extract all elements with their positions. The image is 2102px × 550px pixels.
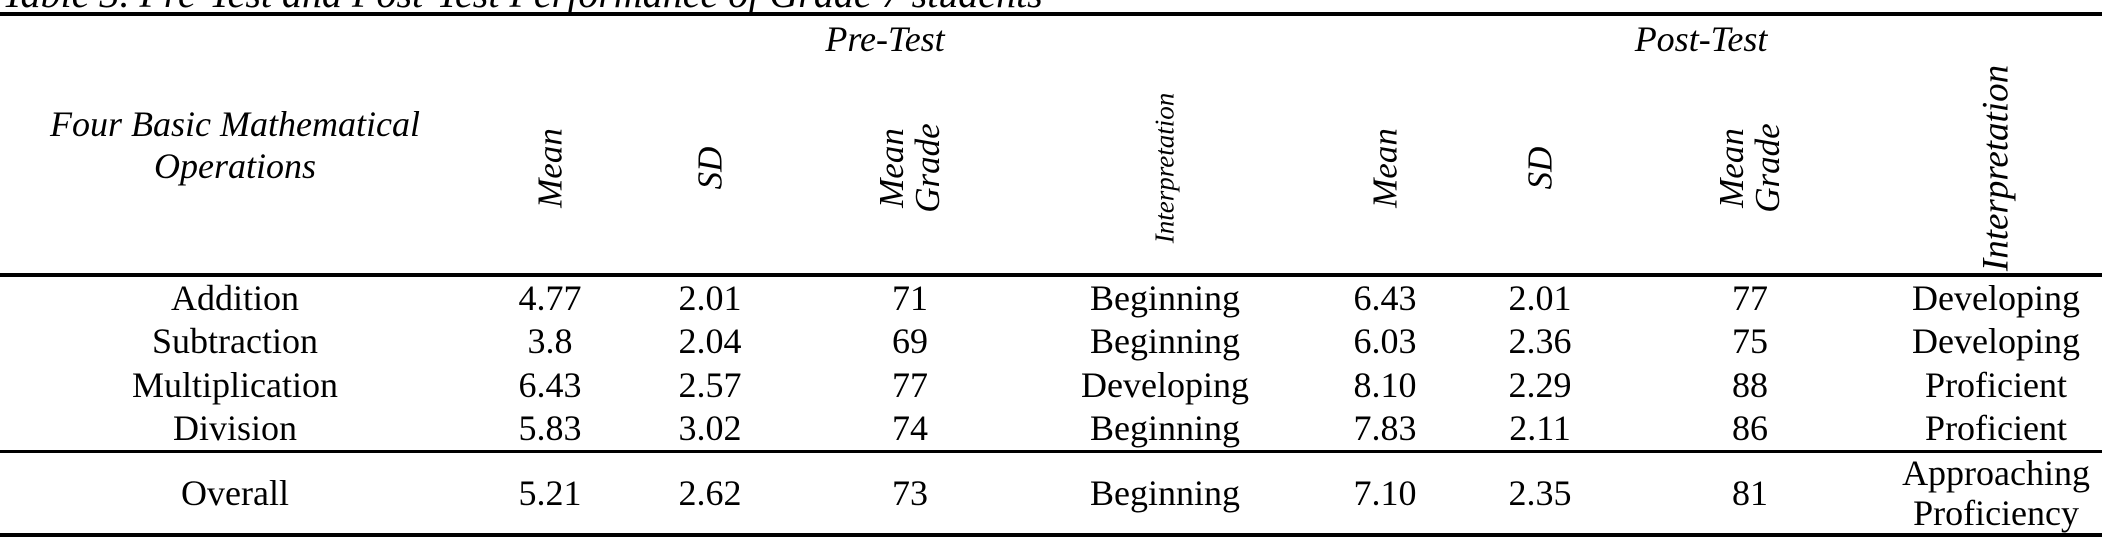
pre-mean-grade-cell: 71: [892, 278, 928, 318]
post-mean-cell: 6.03: [1353, 321, 1417, 361]
pre-interpretation-cell: Beginning: [1090, 472, 1241, 513]
pre-mean-cell: 4.77: [518, 278, 582, 318]
post-interpretation-cell: Developing: [1912, 321, 2081, 361]
pre-mean-cell: 6.43: [518, 365, 582, 405]
pre-mean-grade-label: Mean Grade: [872, 122, 947, 213]
post-mean-grade-cell: 88: [1732, 365, 1769, 405]
col-header-pre-mean: Mean: [470, 62, 630, 275]
performance-table: Four Basic Mathematical Operations Pre-T…: [0, 12, 2102, 537]
col-header-operations: Four Basic Mathematical Operations: [50, 103, 420, 186]
table-body: Addition 4.77 2.01 71 Beginning 6.43 2.0…: [0, 275, 2102, 535]
post-sd-cell: 2.36: [1508, 321, 1572, 361]
col-header-post-mean: Mean: [1300, 62, 1470, 275]
table-row-addition: Addition 4.77 2.01 71 Beginning 6.43 2.0…: [0, 275, 2102, 319]
col-header-post-mean-grade: Mean Grade: [1610, 62, 1890, 275]
table-row-subtraction: Subtraction 3.8 2.04 69 Beginning 6.03 2…: [0, 319, 2102, 363]
post-mean-cell: 7.10: [1353, 472, 1417, 513]
pre-interpretation-cell: Developing: [1081, 365, 1249, 405]
table-row-overall: Overall 5.21 2.62 73 Beginning 7.10 2.35…: [0, 451, 2102, 535]
header-rotated-row: Mean SD Mean Grade Interpretation Mean S…: [0, 62, 2102, 275]
pre-sd-cell: 2.01: [678, 278, 742, 318]
post-interpretation-cell: Proficient: [1925, 408, 2068, 449]
pre-interpretation-cell: Beginning: [1090, 278, 1241, 318]
pre-sd-cell: 3.02: [678, 408, 742, 449]
post-interpretation-cell: Developing: [1912, 278, 2081, 318]
post-mean-cell: 8.10: [1353, 365, 1417, 405]
pre-sd-cell: 2.04: [678, 321, 742, 361]
pre-mean-cell: 3.8: [527, 321, 573, 361]
col-header-post-interpretation: Interpretation: [1890, 62, 2102, 275]
pre-interpretation-label: Interpretation: [1149, 92, 1180, 243]
post-sd-cell: 2.35: [1508, 472, 1572, 513]
post-interpretation-cell: Proficient: [1925, 365, 2068, 405]
post-mean-grade-label: Mean Grade: [1712, 122, 1788, 213]
operation-cell: Multiplication: [132, 365, 338, 405]
col-header-pre-mean-grade: Mean Grade: [790, 62, 1030, 275]
pre-sd-cell: 2.57: [678, 365, 742, 405]
pre-sd-cell: 2.62: [678, 472, 742, 513]
operation-cell: Overall: [181, 472, 289, 513]
operation-cell: Division: [172, 408, 297, 449]
operation-cell: Subtraction: [152, 321, 318, 361]
table-row-division: Division 5.83 3.02 74 Beginning 7.83 2.1…: [0, 407, 2102, 451]
pre-sd-label: SD: [690, 146, 730, 189]
operation-cell: Addition: [170, 278, 299, 318]
post-interpretation-label: Interpretation: [1975, 64, 2017, 271]
post-sd-label: SD: [1520, 146, 1560, 189]
post-mean-cell: 7.83: [1353, 408, 1417, 449]
pre-mean-grade-cell: 77: [892, 365, 928, 405]
post-interpretation-cell: Approaching Proficiency: [1902, 452, 2091, 533]
pre-interpretation-cell: Beginning: [1090, 321, 1241, 361]
header-group-row: Four Basic Mathematical Operations Pre-T…: [0, 14, 2102, 186]
pre-mean-cell: 5.21: [518, 472, 582, 513]
post-sd-cell: 2.29: [1508, 365, 1572, 405]
post-mean-grade-cell: 77: [1732, 278, 1769, 318]
table-header: Four Basic Mathematical Operations Pre-T…: [0, 14, 2102, 275]
post-mean-grade-cell: 86: [1732, 408, 1769, 449]
pre-mean-grade-cell: 73: [892, 472, 928, 513]
col-header-pre-interpretation: Interpretation: [1030, 62, 1300, 275]
col-header-pre-sd: SD: [630, 62, 790, 275]
pre-mean-grade-cell: 69: [892, 321, 928, 361]
post-mean-label: Mean: [1365, 127, 1405, 208]
pre-mean-cell: 5.83: [518, 408, 582, 449]
pre-mean-label: Mean: [530, 127, 570, 208]
post-mean-grade-cell: 81: [1732, 472, 1769, 513]
col-header-post-sd: SD: [1470, 62, 1610, 275]
pre-interpretation-cell: Beginning: [1090, 408, 1241, 449]
post-mean-cell: 6.43: [1353, 278, 1417, 318]
post-sd-cell: 2.01: [1508, 278, 1572, 318]
col-group-post-test: Post-Test: [1634, 19, 1768, 59]
post-sd-cell: 2.11: [1509, 408, 1571, 449]
col-group-pre-test: Pre-Test: [825, 19, 945, 59]
table-row-multiplication: Multiplication 6.43 2.57 77 Developing 8…: [0, 363, 2102, 407]
table-caption: Table 3. Pre-Test and Post-Test Performa…: [2, 0, 1043, 14]
pre-mean-grade-cell: 74: [892, 408, 928, 449]
post-mean-grade-cell: 75: [1732, 321, 1769, 361]
